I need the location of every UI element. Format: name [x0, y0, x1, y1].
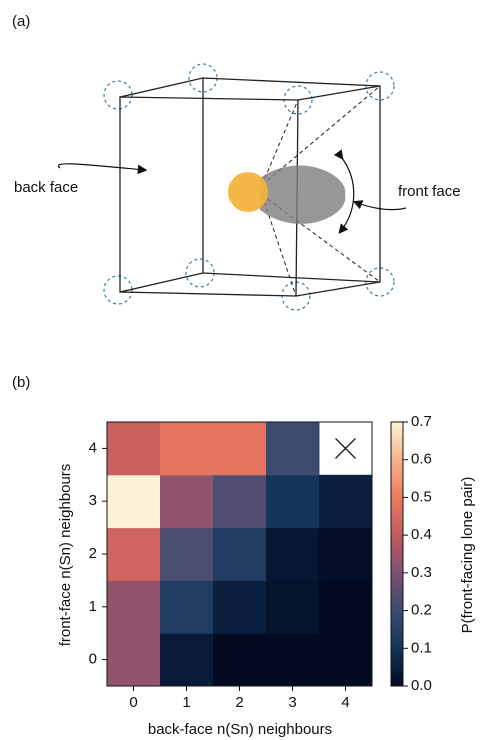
colorbar-tick-label: 0.5 [411, 488, 432, 505]
colorbar-tick-label: 0.0 [411, 677, 432, 694]
x-tick-label: 2 [235, 694, 243, 711]
cell [213, 422, 267, 476]
colorbar-tick-label: 0.3 [411, 564, 432, 581]
cell [319, 633, 373, 687]
colorbar-label: P(front-facing lone pair) [459, 477, 476, 634]
rotation-arrow [333, 149, 355, 234]
cell [266, 422, 320, 476]
cell [160, 580, 214, 634]
y-tick-label: 3 [89, 492, 97, 509]
label: back face [14, 179, 78, 196]
cell [107, 580, 161, 634]
y-tick-label: 0 [89, 651, 97, 668]
cell [266, 527, 320, 581]
cell [160, 633, 214, 687]
cell [107, 474, 161, 529]
x-tick-label: 4 [341, 694, 349, 711]
y-tick-label: 1 [89, 598, 97, 615]
sn-atom [228, 172, 268, 212]
x-tick-label: 1 [182, 694, 190, 711]
cell [319, 580, 373, 634]
panel-label: (b) [12, 374, 30, 391]
cell [160, 527, 214, 581]
cell [266, 474, 320, 529]
cell [107, 633, 161, 687]
cell [160, 474, 214, 529]
colorbar-tick-label: 0.4 [411, 526, 432, 543]
cell [266, 580, 320, 634]
label: front face [398, 183, 461, 200]
cell [319, 474, 373, 529]
missing-marker [335, 437, 356, 459]
cell [213, 580, 267, 634]
arrow [352, 200, 407, 211]
y-tick-label: 4 [89, 439, 97, 456]
x-tick-label: 3 [288, 694, 296, 711]
cell [213, 474, 267, 529]
x-axis-label: back-face n(Sn) neighbours [148, 721, 332, 738]
cell [107, 527, 161, 581]
heatmap: (b) back-face n(Sn) neighbours front-fac… [12, 374, 476, 738]
cell [319, 527, 373, 581]
cell [266, 633, 320, 687]
colorbar-tick-label: 0.1 [411, 639, 432, 656]
cell [213, 527, 267, 581]
colorbar [390, 421, 404, 687]
cell [107, 422, 161, 476]
y-axis-label: front-face n(Sn) neighbours [57, 464, 74, 647]
cell [160, 422, 214, 476]
diagram: (a) back face front face [12, 13, 461, 311]
arrow [57, 163, 148, 175]
cell [213, 633, 267, 687]
colorbar-tick-label: 0.2 [411, 602, 432, 619]
lone-pair [260, 165, 346, 224]
colorbar-tick-label: 0.7 [411, 413, 432, 430]
x-tick-label: 0 [129, 694, 137, 711]
y-tick-label: 2 [89, 545, 97, 562]
panel-label: (a) [12, 13, 30, 30]
colorbar-tick-label: 0.6 [411, 451, 432, 468]
